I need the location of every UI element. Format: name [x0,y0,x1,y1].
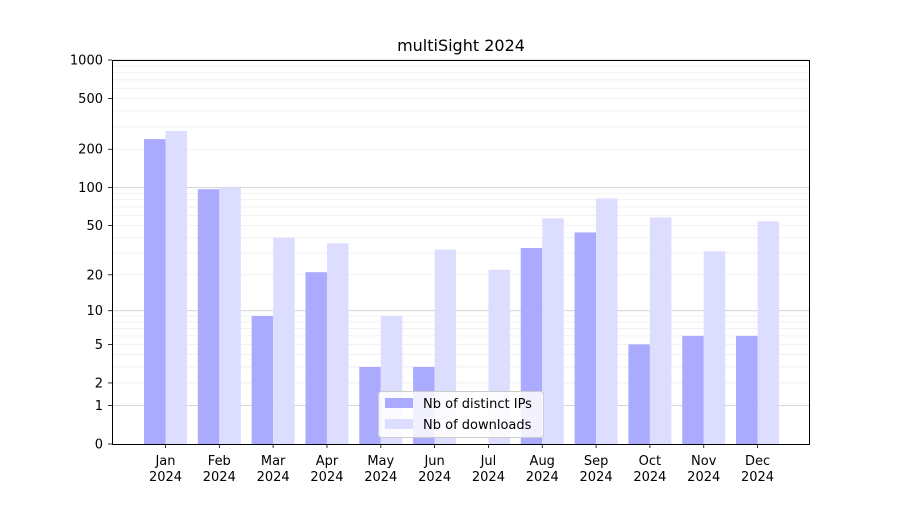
y-tick-label: 100 [78,181,103,196]
bar-downloads [273,237,295,444]
x-tick-label-month: Aug [530,454,555,469]
bar-downloads [542,218,564,444]
x-tick-label-year: 2024 [203,470,236,485]
x-tick-label-month: Oct [639,454,661,469]
y-tick-label: 2 [95,376,103,391]
x-tick-label-year: 2024 [472,470,505,485]
chart-title: multiSight 2024 [397,36,525,55]
bar-distinct-ips [144,139,166,444]
x-tick-label-year: 2024 [687,470,720,485]
x-tick-label-year: 2024 [580,470,613,485]
bar-distinct-ips [251,316,274,444]
y-tick-label: 200 [78,143,103,158]
y-tick-label: 0 [95,438,103,453]
bar-distinct-ips [197,189,220,444]
x-tick-label-month: Apr [316,454,339,469]
bar-downloads [649,217,672,444]
bar-distinct-ips [682,335,704,444]
y-tick-label: 10 [86,304,103,319]
bar-downloads [596,198,618,444]
x-tick-label-year: 2024 [741,470,774,485]
y-tick-label: 500 [78,92,103,107]
legend-swatch [385,398,413,408]
x-tick-label-month: Mar [261,454,286,469]
bar-downloads [757,221,780,444]
x-tick-label-year: 2024 [633,470,666,485]
x-tick-label-year: 2024 [364,470,397,485]
x-tick-label-month: Feb [208,454,231,469]
y-tick-label: 5 [95,338,103,353]
x-tick-label-year: 2024 [418,470,451,485]
bar-distinct-ips [305,272,327,444]
bar-downloads [165,131,187,445]
bar-downloads [703,251,726,444]
x-tick-label-month: Jul [480,454,497,469]
x-tick-label-month: Sep [584,454,609,469]
y-tick-label: 1000 [70,54,103,69]
x-axis: Jan2024Feb2024Mar2024Apr2024May2024Jun20… [149,444,774,485]
legend-box [378,391,544,438]
y-tick-label: 20 [86,268,103,283]
x-tick-label-month: Jan [154,454,175,469]
y-tick-label: 50 [86,219,103,234]
x-tick-label-month: Jun [423,454,444,469]
x-tick-label-month: Nov [691,454,717,469]
legend-label: Nb of distinct IPs [423,397,532,412]
bar-distinct-ips [628,344,650,444]
bar-downloads [326,243,349,444]
y-tick-label: 1 [95,399,103,414]
x-tick-label-month: May [367,454,394,469]
legend: Nb of distinct IPs Nb of downloads [378,391,544,438]
bar-distinct-ips [359,366,381,444]
x-tick-label-year: 2024 [149,470,182,485]
x-tick-label-year: 2024 [526,470,559,485]
x-tick-label-month: Dec [745,454,770,469]
bar-distinct-ips [736,335,758,444]
y-axis: 0 1 2 5 10 20 50 100 200 500 1000 [70,54,112,453]
bar-distinct-ips [574,232,597,444]
x-tick-label-year: 2024 [310,470,343,485]
legend-label: Nb of downloads [423,418,532,433]
bar-downloads [219,187,241,444]
legend-swatch [385,419,413,429]
plot-frame [112,60,810,445]
x-tick-label-year: 2024 [257,470,290,485]
